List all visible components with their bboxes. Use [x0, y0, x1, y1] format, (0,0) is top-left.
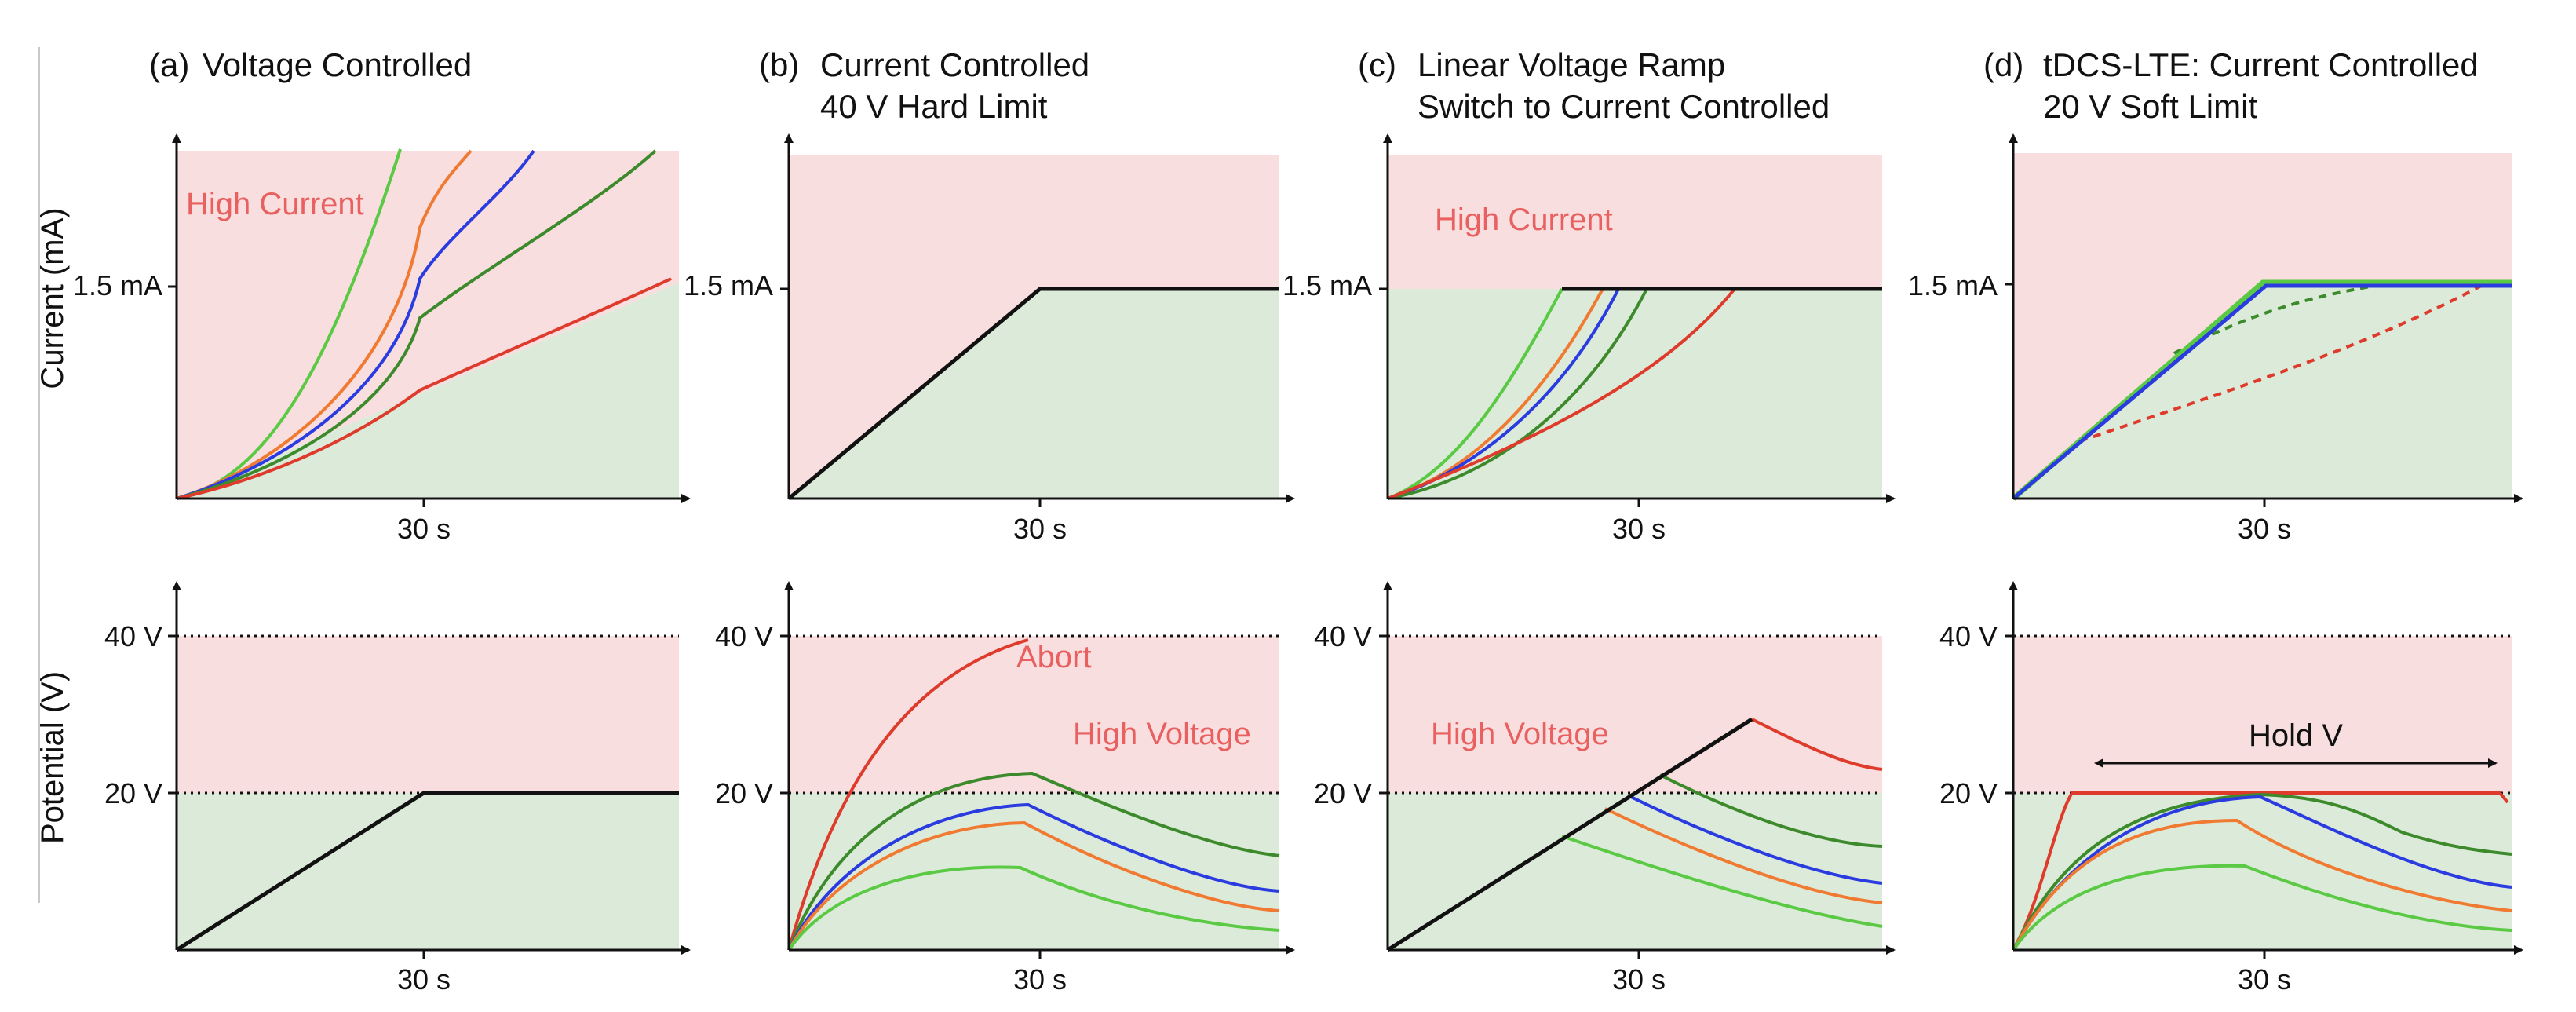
current-axis-title: Current (mA): [35, 207, 70, 389]
panel-c-current-curve-green: [1387, 288, 1563, 500]
panel-d: (d) tDCS-LTE: Current Controlled 20 V So…: [1908, 46, 2523, 996]
panel-d-safe-region: [2013, 284, 2512, 499]
panel-d-current-tick: 1.5 mA: [1908, 269, 1998, 301]
panel-a-current-curve-blue: [176, 149, 535, 500]
panel-b-potential-plot: Abort High Voltage 40 V 20 V 30 s: [715, 581, 1295, 996]
panel-d-title-line-2: 20 V Soft Limit: [2043, 88, 2257, 125]
panel-b-letter: (b): [759, 46, 799, 83]
panel-c-voltage-curve-orange: [1604, 807, 1883, 904]
panel-c-voltage-curve-red: [1751, 718, 1883, 771]
panel-d-annotation: Hold V: [2249, 718, 2343, 753]
panel-c-current-tick: 1.5 mA: [1283, 269, 1372, 301]
panel-a-current-tick: 1.5 mA: [73, 269, 162, 301]
panel-d-high-voltage-region: [2013, 636, 2512, 793]
panel-a-current-time-tick: 30 s: [397, 513, 451, 545]
panel-b-potential-time-tick: 30 s: [1013, 963, 1067, 996]
panel-b-high-voltage-region: [789, 636, 1279, 793]
panel-a: (a) Voltage Controlled High Current 1.5 …: [73, 46, 691, 996]
panel-c-title-line-1: Linear Voltage Ramp: [1418, 46, 1725, 83]
panel-b-current-trace: [787, 287, 1279, 500]
panel-c-current-region-label: High Current: [1435, 203, 1613, 237]
panel-c-voltage-ramp: [1386, 717, 1753, 952]
panel-a-20v-tick: 20 V: [104, 777, 162, 809]
panel-d-current-time-tick: 30 s: [2238, 513, 2291, 545]
panel-a-current-curve-orange: [176, 149, 473, 500]
panel-b-title-line-1: Current Controlled: [820, 46, 1089, 83]
panel-c-current-plot: High Current 1.5 mA 30 s: [1283, 133, 1896, 545]
panel-b-current-tick: 1.5 mA: [684, 269, 773, 301]
panel-b-voltage-curve-red: [787, 638, 1029, 951]
panel-b-20v-tick: 20 V: [715, 777, 773, 809]
panel-c-voltage-region-label: High Voltage: [1431, 717, 1609, 751]
panel-a-voltage-trace: [175, 791, 679, 952]
panel-b-40v-tick: 40 V: [715, 620, 773, 652]
panel-b: (b) Current Controlled 40 V Hard Limit 1…: [684, 46, 1295, 996]
panel-d-voltage-curve-green: [2012, 864, 2512, 952]
panel-d-voltage-curve-orange: [2012, 818, 2512, 951]
panel-c: (c) Linear Voltage Ramp Switch to Curren…: [1283, 46, 1896, 996]
panel-b-voltage-curve-darkgreen: [787, 771, 1280, 951]
panel-c-voltage-curve-darkgreen: [1659, 773, 1883, 848]
panel-a-potential-plot: 40 V 20 V 30 s: [104, 581, 691, 996]
panel-a-letter: (a): [149, 46, 189, 83]
panel-b-title-line-2: 40 V Hard Limit: [820, 88, 1048, 125]
panel-c-title-line-2: Switch to Current Controlled: [1418, 88, 1830, 125]
panel-c-potential-time-tick: 30 s: [1612, 963, 1666, 996]
panel-c-safe-voltage-region: [1388, 793, 1882, 950]
panel-a-high-voltage-region: [177, 636, 679, 793]
panel-d-current-curve-blue: [2012, 283, 2512, 500]
panel-c-40v-tick: 40 V: [1314, 620, 1372, 652]
panel-a-title-line-1: Voltage Controlled: [203, 46, 472, 83]
panel-b-current-plot: 1.5 mA 30 s: [684, 133, 1295, 545]
panel-d-current-plot: 1.5 mA 30 s: [1908, 133, 2523, 545]
panel-d-title-line-1: tDCS-LTE: Current Controlled: [2043, 46, 2479, 83]
panel-a-potential-time-tick: 30 s: [397, 963, 451, 996]
panel-b-voltage-curve-green: [787, 865, 1280, 952]
panel-c-current-curve-darkgreen: [1387, 288, 1648, 500]
panel-d-current-curve-red-dashed: [2079, 283, 2485, 443]
panel-d-40v-tick: 40 V: [1939, 620, 1998, 652]
panel-a-current-curve-darkgreen: [176, 149, 657, 500]
panel-a-current-plot: High Current 1.5 mA 30 s: [73, 133, 691, 545]
panel-b-annotation: Abort: [1016, 640, 1092, 674]
panel-b-voltage-region-label: High Voltage: [1073, 717, 1251, 751]
panel-c-20v-tick: 20 V: [1314, 777, 1372, 809]
panel-d-danger-region: [2013, 153, 2512, 499]
panel-a-danger-region: [177, 151, 679, 499]
panel-a-40v-tick: 40 V: [104, 620, 162, 652]
panel-c-voltage-curve-blue: [1630, 795, 1883, 885]
panel-c-danger-region: [1388, 155, 1882, 289]
panel-d-potential-time-tick: 30 s: [2238, 963, 2291, 996]
panel-c-potential-plot: High Voltage 40 V 20 V 30 s: [1314, 581, 1896, 996]
panel-c-letter: (c): [1358, 46, 1396, 83]
panel-b-current-time-tick: 30 s: [1013, 513, 1067, 545]
panel-c-voltage-curve-green: [1561, 835, 1883, 928]
panel-b-danger-region: [789, 155, 1279, 499]
panel-b-voltage-curve-blue: [787, 802, 1280, 951]
panel-b-voltage-curve-orange: [787, 820, 1280, 951]
panel-b-safe-voltage-region: [789, 793, 1279, 950]
potential-axis-title: Potential (V): [35, 671, 70, 844]
panel-c-high-voltage-region: [1388, 636, 1882, 793]
panel-a-safe-voltage-region: [177, 793, 679, 950]
panel-d-potential-plot: Hold V 40 V 20 V 30 s: [1939, 581, 2523, 996]
panel-b-safe-region: [789, 289, 1279, 499]
panel-d-letter: (d): [1983, 46, 2023, 83]
panel-c-current-time-tick: 30 s: [1612, 513, 1666, 545]
panel-d-20v-tick: 20 V: [1939, 777, 1998, 809]
panel-a-current-region-label: High Current: [186, 187, 364, 221]
panel-d-voltage-curve-darkgreen: [2012, 792, 2512, 951]
panel-a-current-curve-red: [176, 277, 672, 500]
panel-d-current-curve-darkgreen-dashed: [2173, 283, 2383, 355]
panel-c-current-curve-red: [1387, 287, 1736, 500]
